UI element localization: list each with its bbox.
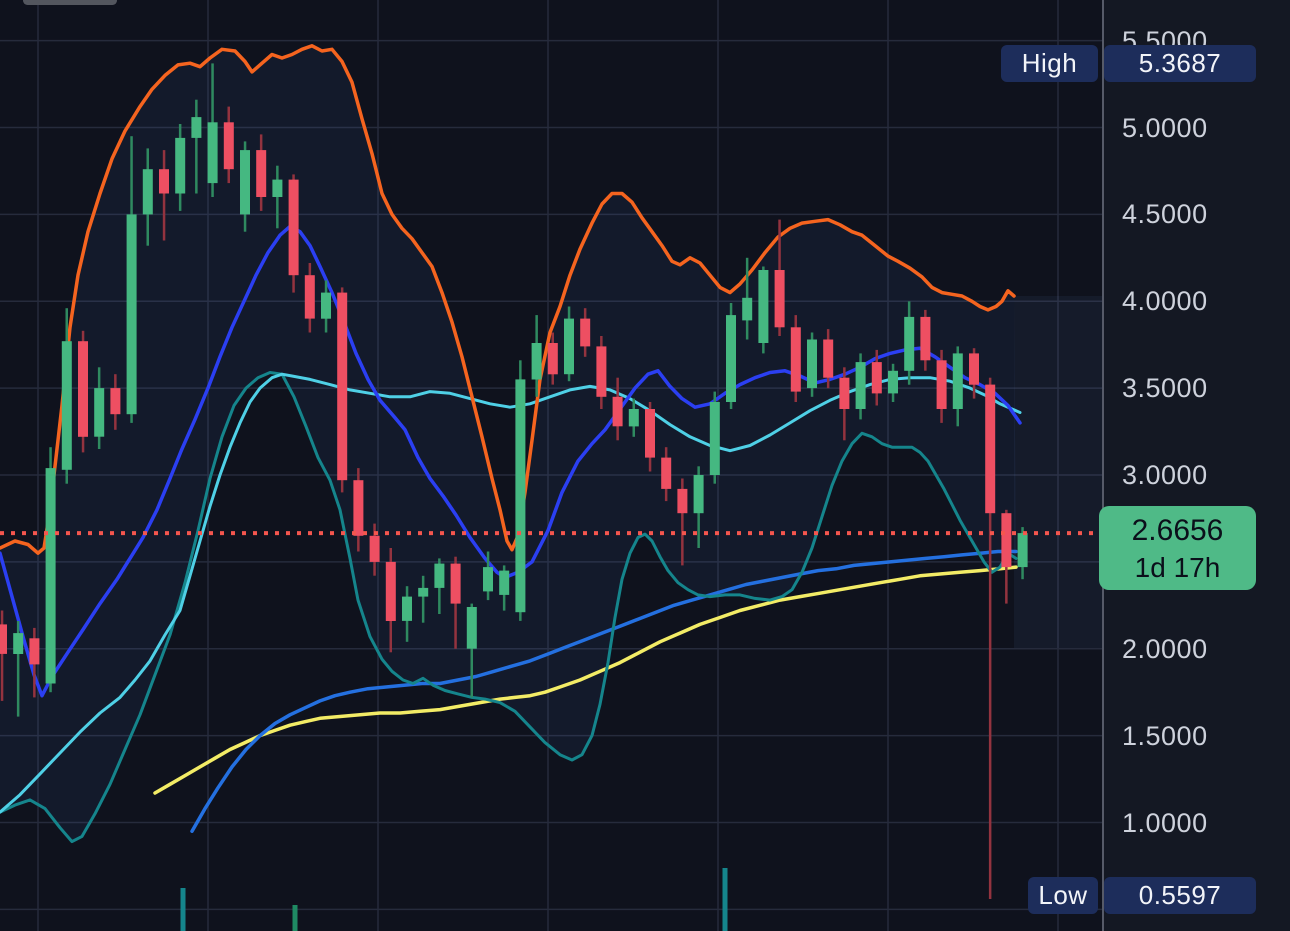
high-marker-label: High bbox=[1001, 44, 1098, 82]
price-tick-label: 5.0000 bbox=[1122, 112, 1208, 143]
grid bbox=[0, 0, 1102, 931]
toolbar-button-stub[interactable] bbox=[23, 0, 117, 5]
high-marker-value: 5.3687 bbox=[1104, 44, 1256, 82]
volume-stub bbox=[292, 905, 298, 931]
price-tick-label: 3.0000 bbox=[1122, 460, 1208, 490]
price-tick-label: 1.5000 bbox=[1122, 720, 1208, 751]
high-value-text: 5.3687 bbox=[1138, 47, 1222, 78]
ma-cyan-line bbox=[0, 372, 1022, 814]
price-tick-label: 1.0000 bbox=[1122, 807, 1208, 838]
low-marker-label: Low bbox=[1028, 877, 1098, 914]
volume-stub bbox=[180, 888, 186, 931]
high-label-text: High bbox=[1021, 47, 1078, 78]
bb-lower-teal-line bbox=[0, 371, 1018, 844]
volume-stub bbox=[722, 868, 728, 931]
price-tick-label: 3.5000 bbox=[1122, 373, 1208, 404]
low-marker-value: 0.5597 bbox=[1104, 877, 1256, 914]
current-price-value: 2.6656 bbox=[1131, 513, 1224, 547]
ema-royal-blue-line bbox=[0, 224, 1022, 698]
ma-blue-line bbox=[190, 549, 1018, 833]
price-tick-label: 4.5000 bbox=[1122, 199, 1208, 230]
price-tick-label: 4.0000 bbox=[1122, 286, 1208, 317]
ma-yellow-line bbox=[153, 565, 1018, 795]
bar-countdown: 1d 17h bbox=[1134, 551, 1221, 583]
current-price-badge: 2.6656 1d 17h bbox=[1099, 506, 1256, 591]
candlestick-chart[interactable] bbox=[0, 0, 1102, 931]
low-value-text: 0.5597 bbox=[1138, 880, 1222, 910]
price-axis[interactable]: 5.50005.00004.50004.00003.50003.00002.50… bbox=[1102, 0, 1290, 931]
bb-upper-orange-line bbox=[0, 44, 1016, 555]
chart-canvas[interactable] bbox=[0, 0, 1102, 931]
candles bbox=[0, 63, 1028, 899]
price-tick-label: 2.0000 bbox=[1122, 633, 1208, 664]
session-shade bbox=[1014, 296, 1102, 648]
bollinger-fill bbox=[0, 45, 1016, 842]
low-label-text: Low bbox=[1038, 880, 1088, 910]
